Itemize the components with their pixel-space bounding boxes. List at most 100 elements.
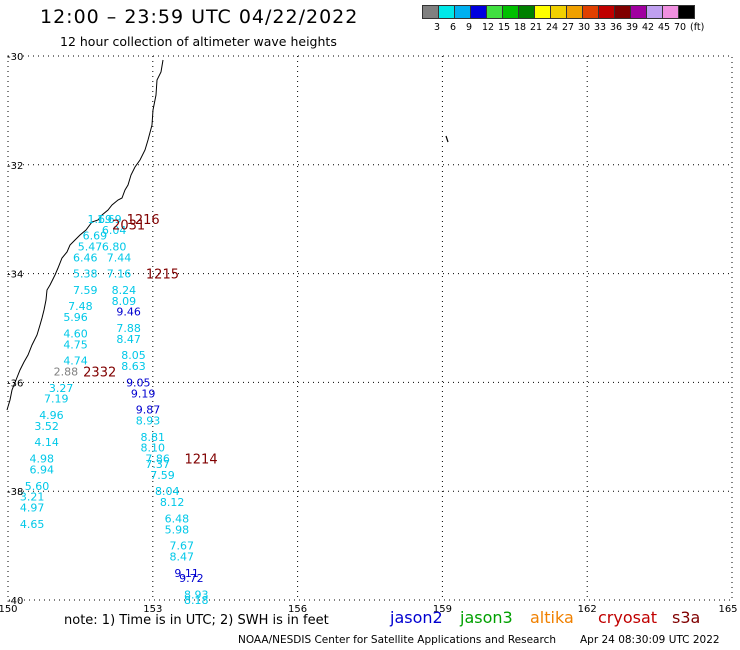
scale-label: 24 bbox=[546, 22, 559, 33]
wave-height-value: 2.88 bbox=[54, 366, 79, 379]
wave-height-value: 8.24 bbox=[112, 284, 137, 297]
wave-height-value: 4.98 bbox=[30, 453, 55, 466]
wave-height-value: 4.75 bbox=[63, 338, 88, 351]
wave-height-value: 4.60 bbox=[63, 327, 88, 340]
wave-height-value: 8.47 bbox=[116, 333, 141, 346]
lon-label: 156 bbox=[288, 604, 307, 615]
wave-height-value: 8.93 bbox=[136, 414, 161, 427]
island-outline bbox=[445, 135, 449, 143]
wave-height-value: 8.81 bbox=[141, 431, 166, 444]
wave-height-value: 9.19 bbox=[131, 387, 156, 400]
wave-height-value: 8.93 bbox=[184, 589, 209, 602]
page-subtitle: 12 hour collection of altimeter wave hei… bbox=[60, 34, 337, 49]
wave-height-value: 5.38 bbox=[73, 268, 98, 281]
scale-label: 42 bbox=[642, 22, 655, 33]
lon-label: 165 bbox=[718, 604, 737, 615]
wave-height-value: 7.48 bbox=[68, 300, 93, 313]
lat-label: -30 bbox=[7, 52, 23, 63]
wave-height-value: 8.04 bbox=[155, 485, 180, 498]
scale-swatch bbox=[678, 5, 695, 19]
page-title: 12:00 – 23:59 UTC 04/22/2022 bbox=[40, 6, 359, 28]
wave-height-value: 7.16 bbox=[107, 268, 132, 281]
wave-height-value: 6.69 bbox=[83, 230, 108, 243]
wave-height-value: 5.60 bbox=[25, 480, 50, 493]
wave-height-labels: 1.691.696.046.696.805.47 7.44 6.46 7.16 5.38… bbox=[20, 213, 209, 607]
map-border bbox=[7, 55, 733, 601]
wave-height-value: 9.72 bbox=[179, 572, 204, 585]
lon-label: 150 bbox=[0, 604, 18, 615]
wave-height-value: 8.63 bbox=[121, 360, 146, 373]
scale-label: 6 bbox=[450, 22, 457, 33]
lat-label: -32 bbox=[7, 161, 23, 172]
lon-label: 153 bbox=[143, 604, 162, 615]
wave-height-value: 7.88 bbox=[116, 322, 141, 335]
scale-label: 30 bbox=[578, 22, 591, 33]
generated-date: Apr 24 08:30:09 UTC 2022 bbox=[580, 634, 720, 646]
legend-jason2: jason2 bbox=[390, 608, 443, 627]
wave-height-value: 6.48 bbox=[165, 512, 190, 525]
scale-label: 33 bbox=[594, 22, 607, 33]
wave-height-value: 8.12 bbox=[160, 496, 185, 509]
wave-height-value: 5.98 bbox=[165, 523, 190, 536]
wave-height-value: 5.96 bbox=[63, 311, 88, 324]
wave-height-value: 7.37 bbox=[145, 458, 170, 471]
lat-label: -38 bbox=[7, 487, 23, 498]
legend-s3a: s3a bbox=[672, 608, 701, 627]
scale-label: 45 bbox=[658, 22, 671, 33]
legend-jason3: jason3 bbox=[460, 608, 513, 627]
pass-time-label: 1214 bbox=[185, 453, 218, 468]
lat-label: -34 bbox=[7, 270, 23, 281]
scale-label: 12 bbox=[482, 22, 495, 33]
wave-height-value: 6.80 bbox=[102, 240, 127, 253]
pass-time-label: 2332 bbox=[83, 366, 116, 381]
wave-height-value: 7.59 bbox=[73, 284, 98, 297]
wave-height-value: 3.27 bbox=[49, 382, 74, 395]
scale-label: 3 bbox=[434, 22, 441, 33]
footnote: note: 1) Time is in UTC; 2) SWH is in fe… bbox=[64, 613, 329, 628]
wave-height-value: 4.96 bbox=[39, 409, 64, 422]
wave-height-value: 9.11 bbox=[174, 567, 199, 580]
wave-height-value: 8.10 bbox=[141, 442, 166, 455]
credit-line: NOAA/NESDIS Center for Satellite Applica… bbox=[238, 634, 556, 646]
wave-height-value: 9.87 bbox=[136, 404, 161, 417]
wave-height-value: 8.09 bbox=[112, 295, 137, 308]
pass-time-label: 2031 bbox=[112, 219, 145, 234]
graticule bbox=[7, 55, 733, 601]
legend-cryosat: cryosat bbox=[598, 608, 658, 627]
legend-altika: altika bbox=[530, 608, 574, 627]
wave-height-value: 1.69 bbox=[97, 213, 122, 226]
scale-label: (ft) bbox=[690, 22, 705, 33]
lat-label: -40 bbox=[7, 596, 23, 607]
wave-height-value: 7.67 bbox=[170, 540, 195, 553]
wave-height-value: 8.05 bbox=[121, 349, 146, 362]
wave-height-value: 9.05 bbox=[126, 376, 151, 389]
wave-height-value: 7.19 bbox=[44, 393, 69, 406]
scale-label: 70 bbox=[674, 22, 687, 33]
wave-height-value: 3.21 bbox=[20, 491, 45, 504]
wave-height-value: 4.65 bbox=[20, 518, 45, 531]
pass-time-label: 1215 bbox=[146, 268, 179, 283]
wave-height-value: 7.44 bbox=[107, 251, 132, 264]
color-scale bbox=[422, 5, 695, 19]
scale-label: 39 bbox=[626, 22, 639, 33]
wave-height-value: 3.52 bbox=[34, 420, 59, 433]
wave-height-value: 8.47 bbox=[170, 550, 195, 563]
lat-label: -36 bbox=[7, 378, 23, 389]
wave-height-value: 8.18 bbox=[184, 594, 209, 607]
wave-height-value: 7.59 bbox=[150, 469, 175, 482]
wave-height-value: 6.94 bbox=[30, 463, 55, 476]
lon-label: 162 bbox=[578, 604, 597, 615]
scale-label: 15 bbox=[498, 22, 511, 33]
wave-height-value: 1.69 bbox=[87, 213, 112, 226]
wave-height-value: 4.74 bbox=[63, 355, 88, 368]
lon-label: 159 bbox=[433, 604, 452, 615]
color-scale-labels: 3 6 9 12 15 18 21 24 27 30 33 36 39 42 45 70 (ft) bbox=[422, 22, 740, 36]
coastline bbox=[6, 59, 164, 411]
scale-label: 9 bbox=[466, 22, 473, 33]
wave-height-value: 4.97 bbox=[20, 502, 45, 515]
scale-label: 18 bbox=[514, 22, 527, 33]
wave-height-value: 6.04 bbox=[102, 224, 127, 237]
pass-time-label: 1216 bbox=[127, 213, 160, 228]
